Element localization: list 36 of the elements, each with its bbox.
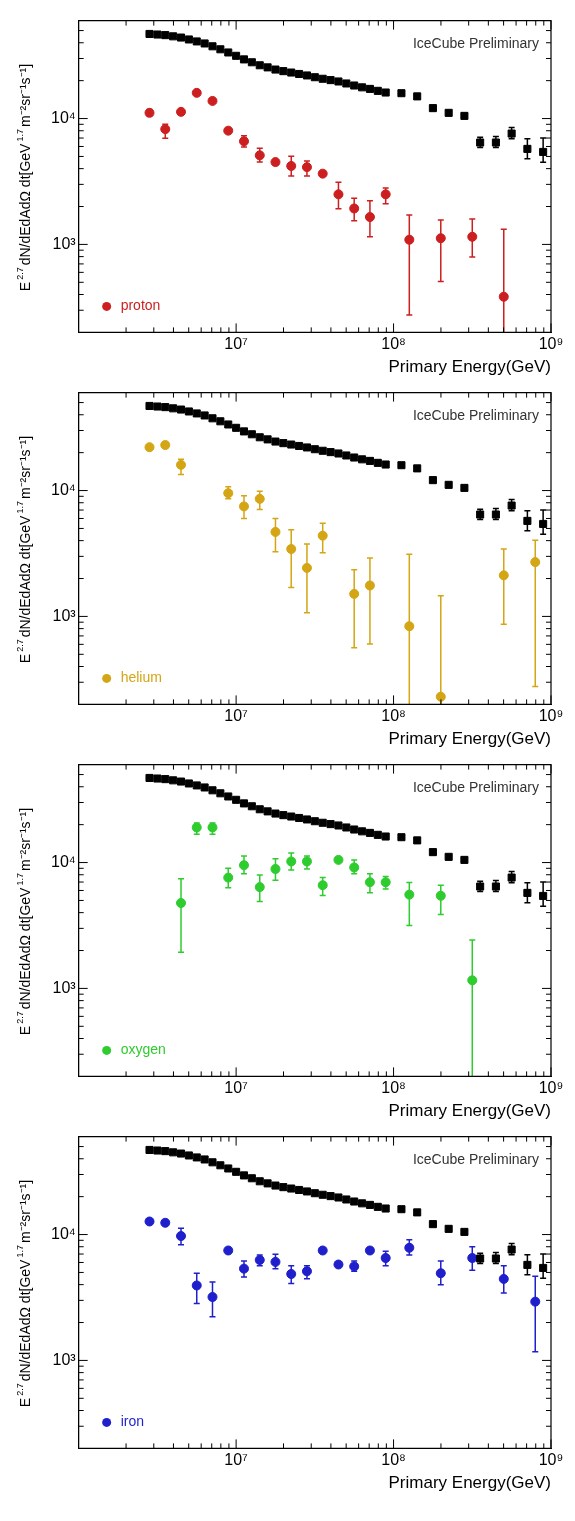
legend-label: oxygen [120,1041,166,1058]
y-tick-label: 10⁴ [51,1224,76,1242]
x-tick-label: 10⁷ [224,707,249,725]
y-tick-label: 10⁴ [51,108,76,126]
y-tick-label: 10⁴ [51,480,76,498]
x-tick-label: 10⁹ [538,707,564,725]
x-tick-label: 10⁹ [538,1451,564,1469]
y-tick-label: 10³ [52,234,77,252]
y-axis-title: E2.7dN/dEdAdΩ dt[GeV1.7m⁻²sr⁻¹s⁻¹] [15,807,33,1036]
annotation: IceCube Preliminary [412,407,539,424]
legend-label: helium [120,669,162,686]
x-tick-label: 10⁸ [381,335,406,353]
x-axis-title: Primary Energy(GeV) [388,357,551,377]
y-tick-label: 10³ [52,978,77,996]
y-tick-label: 10³ [52,606,77,624]
y-axis-title: E2.7dN/dEdAdΩ dt[GeV1.7m⁻²sr⁻¹s⁻¹] [15,435,33,664]
x-axis-title: Primary Energy(GeV) [388,1473,551,1493]
x-axis-title: Primary Energy(GeV) [388,729,551,749]
annotation: IceCube Preliminary [412,35,539,52]
annotation: IceCube Preliminary [412,779,539,796]
x-tick-label: 10⁹ [538,335,564,353]
x-axis-title: Primary Energy(GeV) [388,1101,551,1121]
x-tick-label: 10⁸ [381,1079,406,1097]
legend-label: proton [120,297,161,314]
x-tick-label: 10⁸ [381,707,406,725]
annotation: IceCube Preliminary [412,1151,539,1168]
x-tick-label: 10⁷ [224,1079,249,1097]
x-tick-label: 10⁷ [224,335,249,353]
y-tick-label: 10⁴ [51,852,76,870]
y-axis-title: E2.7dN/dEdAdΩ dt[GeV1.7m⁻²sr⁻¹s⁻¹] [15,1179,33,1408]
x-tick-label: 10⁹ [538,1079,564,1097]
legend-label: iron [120,1413,145,1430]
y-tick-label: 10³ [52,1350,77,1368]
x-tick-label: 10⁸ [381,1451,406,1469]
x-tick-label: 10⁷ [224,1451,249,1469]
y-axis-title: E2.7dN/dEdAdΩ dt[GeV1.7m⁻²sr⁻¹s⁻¹] [15,63,33,292]
